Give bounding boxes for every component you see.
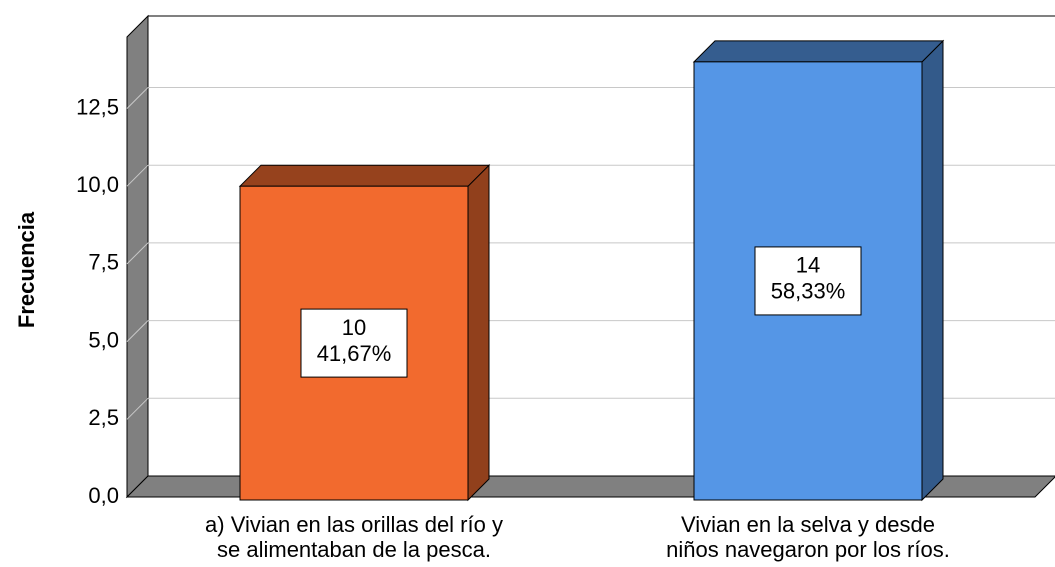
data-label-box <box>300 308 408 378</box>
y-tick-label: 12,5 <box>76 94 119 119</box>
y-tick-label: 10,0 <box>76 172 119 197</box>
x-tick-label: niños navegaron por los ríos. <box>666 537 950 562</box>
grid-line-side <box>126 87 149 109</box>
y-tick-label: 7,5 <box>88 250 119 275</box>
left-wall <box>126 14 149 499</box>
bar-top <box>238 164 491 187</box>
data-label: 10 <box>342 315 366 340</box>
bar-side <box>921 39 944 502</box>
data-label-box <box>754 246 862 316</box>
grid-line-side <box>126 164 149 187</box>
x-tick-label: a) Vivian en las orillas del río y <box>205 512 503 537</box>
percent-label: 58,33% <box>771 279 846 304</box>
y-tick-label: 5,0 <box>88 327 119 352</box>
bar-top <box>692 40 945 63</box>
x-tick-label: se alimentaban de la pesca. <box>217 537 491 562</box>
y-axis-label: Frecuencia <box>14 211 39 328</box>
y-tick-label: 0,0 <box>88 483 119 508</box>
percent-label: 41,67% <box>317 341 392 366</box>
y-tick-label: 2,5 <box>88 405 119 430</box>
data-label: 14 <box>796 253 820 278</box>
x-tick-label: Vivian en la selva y desde <box>681 512 935 537</box>
grid-line-side <box>126 397 149 420</box>
bar-side <box>467 163 490 502</box>
grid-line-side <box>126 320 149 342</box>
grid-line-side <box>126 242 149 265</box>
